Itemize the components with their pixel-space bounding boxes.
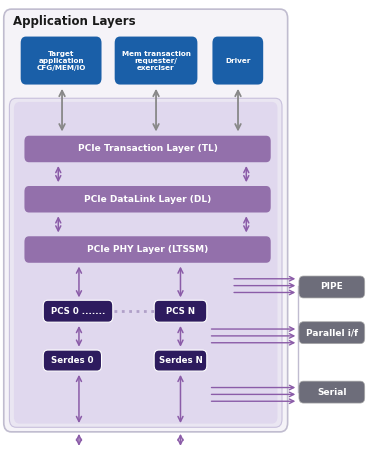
FancyBboxPatch shape (9, 98, 282, 427)
Text: PCS 0 .......: PCS 0 ....... (51, 307, 105, 316)
FancyBboxPatch shape (212, 37, 263, 85)
FancyBboxPatch shape (24, 186, 271, 213)
FancyBboxPatch shape (299, 276, 365, 298)
Text: Serdes N: Serdes N (159, 356, 202, 365)
Text: Serdes 0: Serdes 0 (51, 356, 94, 365)
FancyBboxPatch shape (14, 102, 277, 424)
Text: PCIe Transaction Layer (TL): PCIe Transaction Layer (TL) (77, 144, 218, 154)
Text: Driver: Driver (225, 58, 250, 64)
FancyBboxPatch shape (299, 322, 365, 344)
Text: PIPE: PIPE (320, 282, 343, 292)
FancyBboxPatch shape (24, 136, 271, 162)
Text: PCIe DataLink Layer (DL): PCIe DataLink Layer (DL) (84, 195, 211, 204)
FancyBboxPatch shape (4, 9, 288, 432)
FancyBboxPatch shape (115, 37, 197, 85)
FancyBboxPatch shape (154, 300, 207, 322)
FancyBboxPatch shape (24, 236, 271, 263)
FancyBboxPatch shape (43, 300, 113, 322)
Text: Mem transaction
requester/
exerciser: Mem transaction requester/ exerciser (121, 51, 191, 70)
Text: Parallel i/f: Parallel i/f (306, 328, 358, 337)
Text: Serial: Serial (317, 388, 347, 397)
Text: Target
application
CFG/MEM/IO: Target application CFG/MEM/IO (36, 51, 86, 70)
FancyBboxPatch shape (21, 37, 102, 85)
Text: PCS N: PCS N (166, 307, 195, 316)
FancyBboxPatch shape (154, 350, 207, 371)
FancyBboxPatch shape (43, 350, 102, 371)
Text: PCIe PHY Layer (LTSSM): PCIe PHY Layer (LTSSM) (87, 245, 208, 254)
FancyBboxPatch shape (299, 381, 365, 403)
Text: Application Layers: Application Layers (13, 15, 136, 28)
